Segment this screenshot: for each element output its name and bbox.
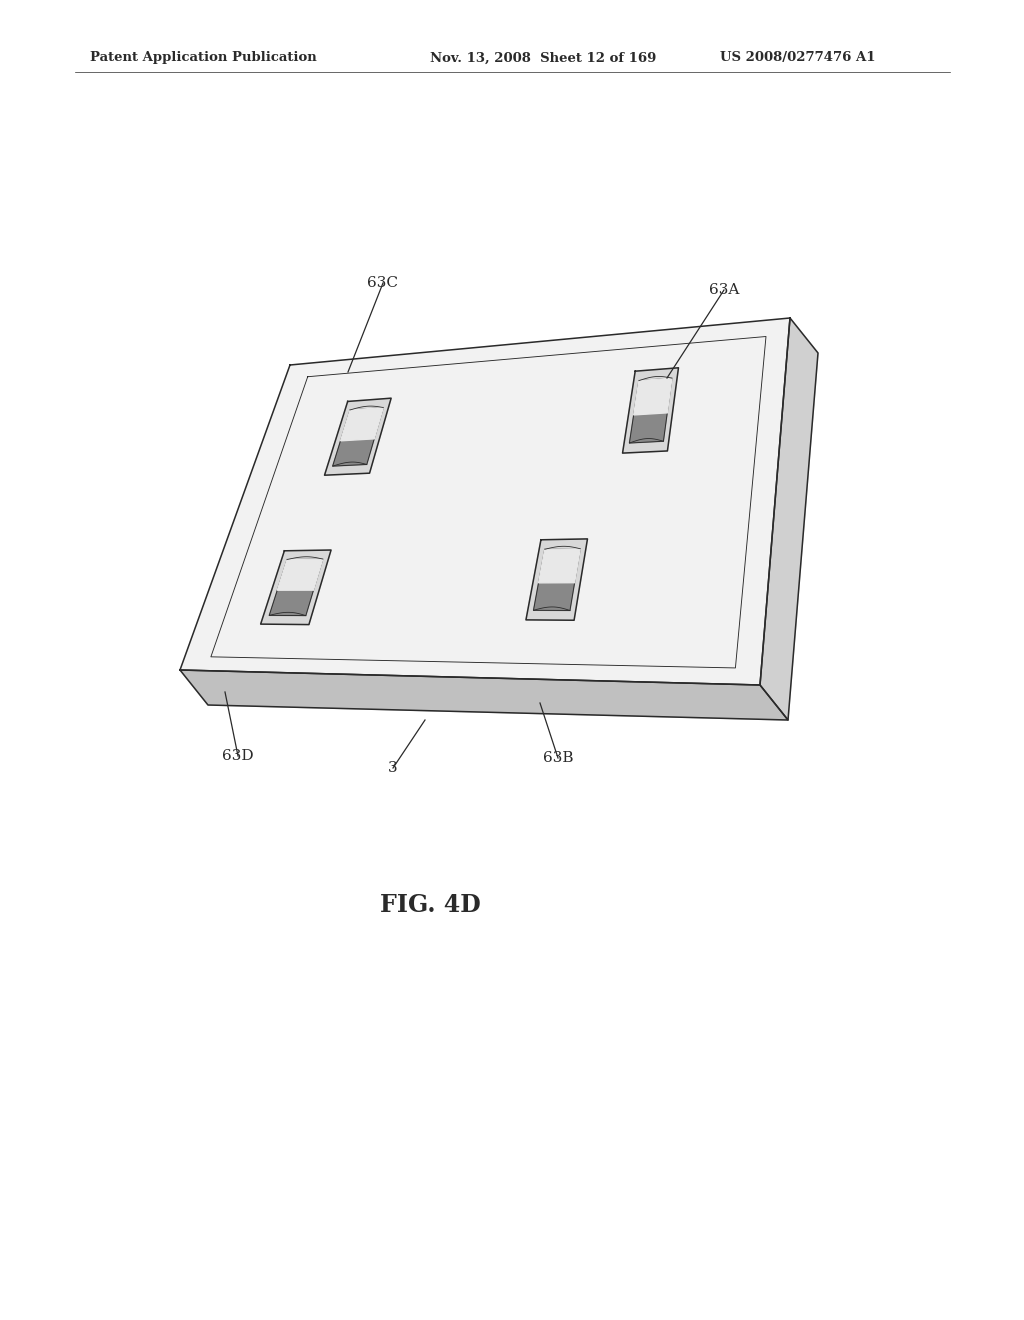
Text: Patent Application Publication: Patent Application Publication: [90, 51, 316, 65]
Text: 63D: 63D: [222, 748, 254, 763]
Polygon shape: [333, 408, 383, 466]
Text: 3: 3: [388, 762, 397, 775]
Text: Nov. 13, 2008  Sheet 12 of 169: Nov. 13, 2008 Sheet 12 of 169: [430, 51, 656, 65]
Polygon shape: [325, 399, 391, 475]
Polygon shape: [278, 560, 323, 590]
Polygon shape: [534, 549, 581, 610]
Polygon shape: [341, 408, 383, 441]
Polygon shape: [623, 368, 679, 453]
Polygon shape: [261, 550, 331, 624]
Polygon shape: [180, 318, 790, 685]
Text: FIG. 4D: FIG. 4D: [380, 894, 480, 917]
Polygon shape: [634, 378, 672, 414]
Text: 63C: 63C: [368, 276, 398, 290]
Polygon shape: [630, 378, 672, 444]
Text: 63A: 63A: [709, 282, 739, 297]
Text: 63B: 63B: [543, 751, 573, 766]
Polygon shape: [539, 549, 581, 583]
Polygon shape: [180, 671, 788, 719]
Polygon shape: [526, 539, 588, 620]
Polygon shape: [760, 318, 818, 719]
Polygon shape: [269, 560, 323, 615]
Text: US 2008/0277476 A1: US 2008/0277476 A1: [720, 51, 876, 65]
